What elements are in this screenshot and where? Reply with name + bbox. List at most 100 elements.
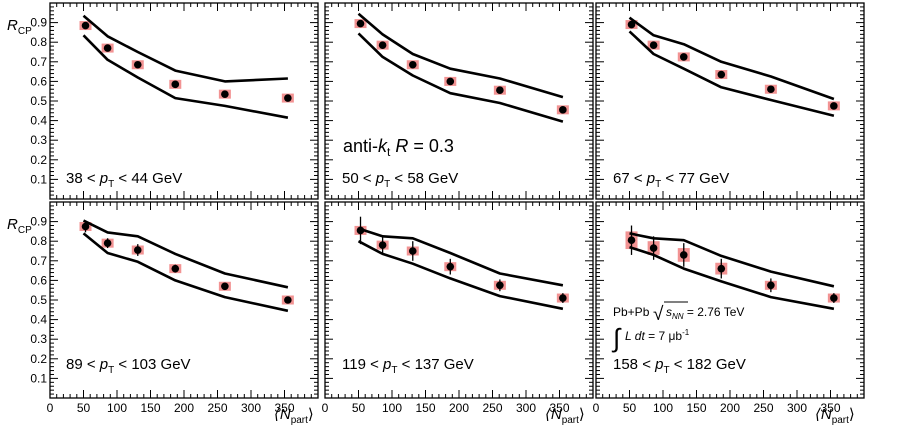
panel-1-point-1: [81, 21, 90, 30]
panel-4-point-6: [284, 296, 292, 304]
panel-5-x-tick-label: 0: [322, 401, 329, 415]
panel-1-y-tick-label: 0.5: [30, 94, 47, 108]
panel-4-x-tick-label: 350: [274, 401, 294, 415]
panel-4-pt-label: 89 < pT < 103 GeV: [66, 356, 191, 376]
x-axis-title-3: ⟨Npart⟩: [815, 406, 855, 426]
panel-2-point-1: [356, 19, 365, 28]
panel-4-y-tick-label: 0.8: [30, 234, 47, 248]
panel-5-point-2: [378, 241, 387, 249]
panel-4-band-lower: [82, 232, 289, 313]
panel-3-pt-label: 67 < pT < 77 GeV: [613, 170, 729, 190]
panel-5-point-4: [446, 262, 455, 271]
panel-1-y-tick-label: 0.9: [30, 16, 47, 30]
panel-frames-layer: [49, 2, 865, 399]
panel-1-y-tick-label: 0.6: [30, 74, 47, 88]
panel-5-band-lower: [357, 240, 564, 311]
panel-6-band-upper: [629, 232, 835, 288]
panel-4-x-tick-label: 50: [77, 401, 91, 415]
panel-4-band-upper: [82, 219, 289, 289]
panel-4-y-tick-label: 0.7: [30, 254, 47, 268]
panel-4-point-1: [81, 222, 90, 231]
panel-4-y-tick-label: 0.4: [30, 313, 47, 327]
collision-system-label: Pb+Pb √ sNN = 2.76 TeV ∫ L dt = 7 μb-1: [611, 301, 744, 353]
panel-6-band-lower: [629, 245, 835, 311]
panel-2-point-5: [496, 86, 504, 95]
svg-text:Pb+Pb: Pb+Pb: [613, 305, 650, 319]
panel-5-band-upper: [358, 227, 564, 287]
panel-2-point-3: [408, 60, 417, 69]
panel-1-point-2: [103, 44, 112, 52]
sqrt-symbol: √: [653, 304, 664, 325]
panel-4-x-tick-label: 150: [140, 401, 160, 415]
panel-1-band-lower: [82, 34, 289, 119]
panel-5-x-tick-label: 250: [482, 401, 502, 415]
panel-5-pt-label: 119 < pT < 137 GeV: [342, 356, 474, 376]
panel-2-point-2: [378, 41, 387, 49]
panel-1-y-tick-label: 0.3: [30, 133, 47, 147]
panel-4-y-tick-label: 0.3: [30, 332, 47, 346]
panel-6-x-tick-label: 350: [820, 401, 840, 415]
panel-3-point-3: [679, 53, 688, 61]
panel-6-x-tick-label: 50: [623, 401, 637, 415]
panel-6-x-tick-label: 200: [720, 401, 740, 415]
panel-1-y-tick-label: 0.2: [30, 153, 47, 167]
panel-6-x-tick-label: 300: [787, 401, 807, 415]
svg-text:L dt = 7 μb-1: L dt = 7 μb-1: [625, 328, 690, 343]
panel-6-x-tick-label: 250: [753, 401, 773, 415]
panel-1-point-4: [171, 80, 180, 89]
x-axis-title-1: ⟨Npart⟩: [274, 406, 314, 426]
tick-marks-layer: [49, 3, 865, 398]
x-axis-title-2: ⟨Npart⟩: [545, 406, 585, 426]
panel-3-band-lower: [628, 30, 835, 117]
panel-5-point-1: [356, 226, 365, 235]
panel-5-point-5: [496, 281, 504, 290]
panel-6-point-2: [649, 244, 658, 252]
panel-5-x-tick-label: 100: [382, 401, 402, 415]
panel-1-band-upper: [82, 14, 288, 83]
panel-2-point-4: [446, 77, 455, 86]
panel-6-point-4: [717, 264, 726, 273]
panel-4-point-4: [171, 264, 180, 273]
panel-1-y-tick-label: 0.4: [30, 114, 47, 128]
data-points-layer: [81, 19, 838, 304]
panel-3-point-1: [627, 20, 636, 29]
panel-4-y-tick-label: 0.9: [30, 215, 47, 229]
panel-3-band-upper: [628, 16, 835, 101]
panel-4-y-tick-label: 0.5: [30, 293, 47, 307]
panel-5-x-tick-label: 150: [415, 401, 435, 415]
panel-4-y-tick-label: 0.6: [30, 273, 47, 287]
panel-1-y-tick-label: 0.1: [30, 172, 47, 186]
panel-4-y-tick-label: 0.2: [30, 352, 47, 366]
panel-6-x-tick-label: 100: [653, 401, 673, 415]
panel-4-point-2: [103, 239, 112, 247]
theory-bands-layer: [82, 12, 835, 313]
panel-2-point-6: [559, 106, 567, 114]
panel-4-point-3: [133, 246, 142, 254]
panel-4-x-tick-label: 0: [47, 401, 54, 415]
integral-symbol: ∫: [611, 323, 622, 353]
panel-3-point-5: [767, 85, 775, 94]
text-layer: RCP RCP ⟨Npart⟩ ⟨Npart⟩ ⟨Npart⟩ 38 < pT …: [7, 16, 855, 426]
panel-1-point-3: [133, 60, 142, 69]
panel-5-point-6: [559, 294, 567, 302]
panel-3-point-4: [717, 70, 726, 79]
panel-1-point-5: [221, 90, 229, 98]
y-axis-title-bottom-sub: CP: [18, 225, 32, 236]
y-axis-title-top-sub: CP: [18, 26, 32, 37]
panel-1-point-6: [284, 94, 292, 102]
panel-3-point-6: [830, 102, 838, 110]
panel-6-x-tick-label: 0: [593, 401, 600, 415]
svg-text:sNN = 2.76 TeV: sNN = 2.76 TeV: [666, 305, 744, 321]
panel-1-y-tick-label: 0.7: [30, 55, 47, 69]
panel-1-pt-label: 38 < pT < 44 GeV: [66, 170, 182, 190]
panel-6-point-6: [830, 294, 838, 302]
panel-4-y-tick-label: 0.1: [30, 371, 47, 385]
y-axis-title-top: RCP: [7, 17, 32, 37]
panel-5-x-tick-label: 350: [549, 401, 569, 415]
panel-4-x-tick-label: 250: [207, 401, 227, 415]
panel-5-x-tick-label: 300: [516, 401, 536, 415]
panel-4-x-tick-label: 200: [174, 401, 194, 415]
panel-6-point-1: [627, 236, 636, 245]
panel-6-pt-label: 158 < pT < 182 GeV: [613, 356, 746, 376]
